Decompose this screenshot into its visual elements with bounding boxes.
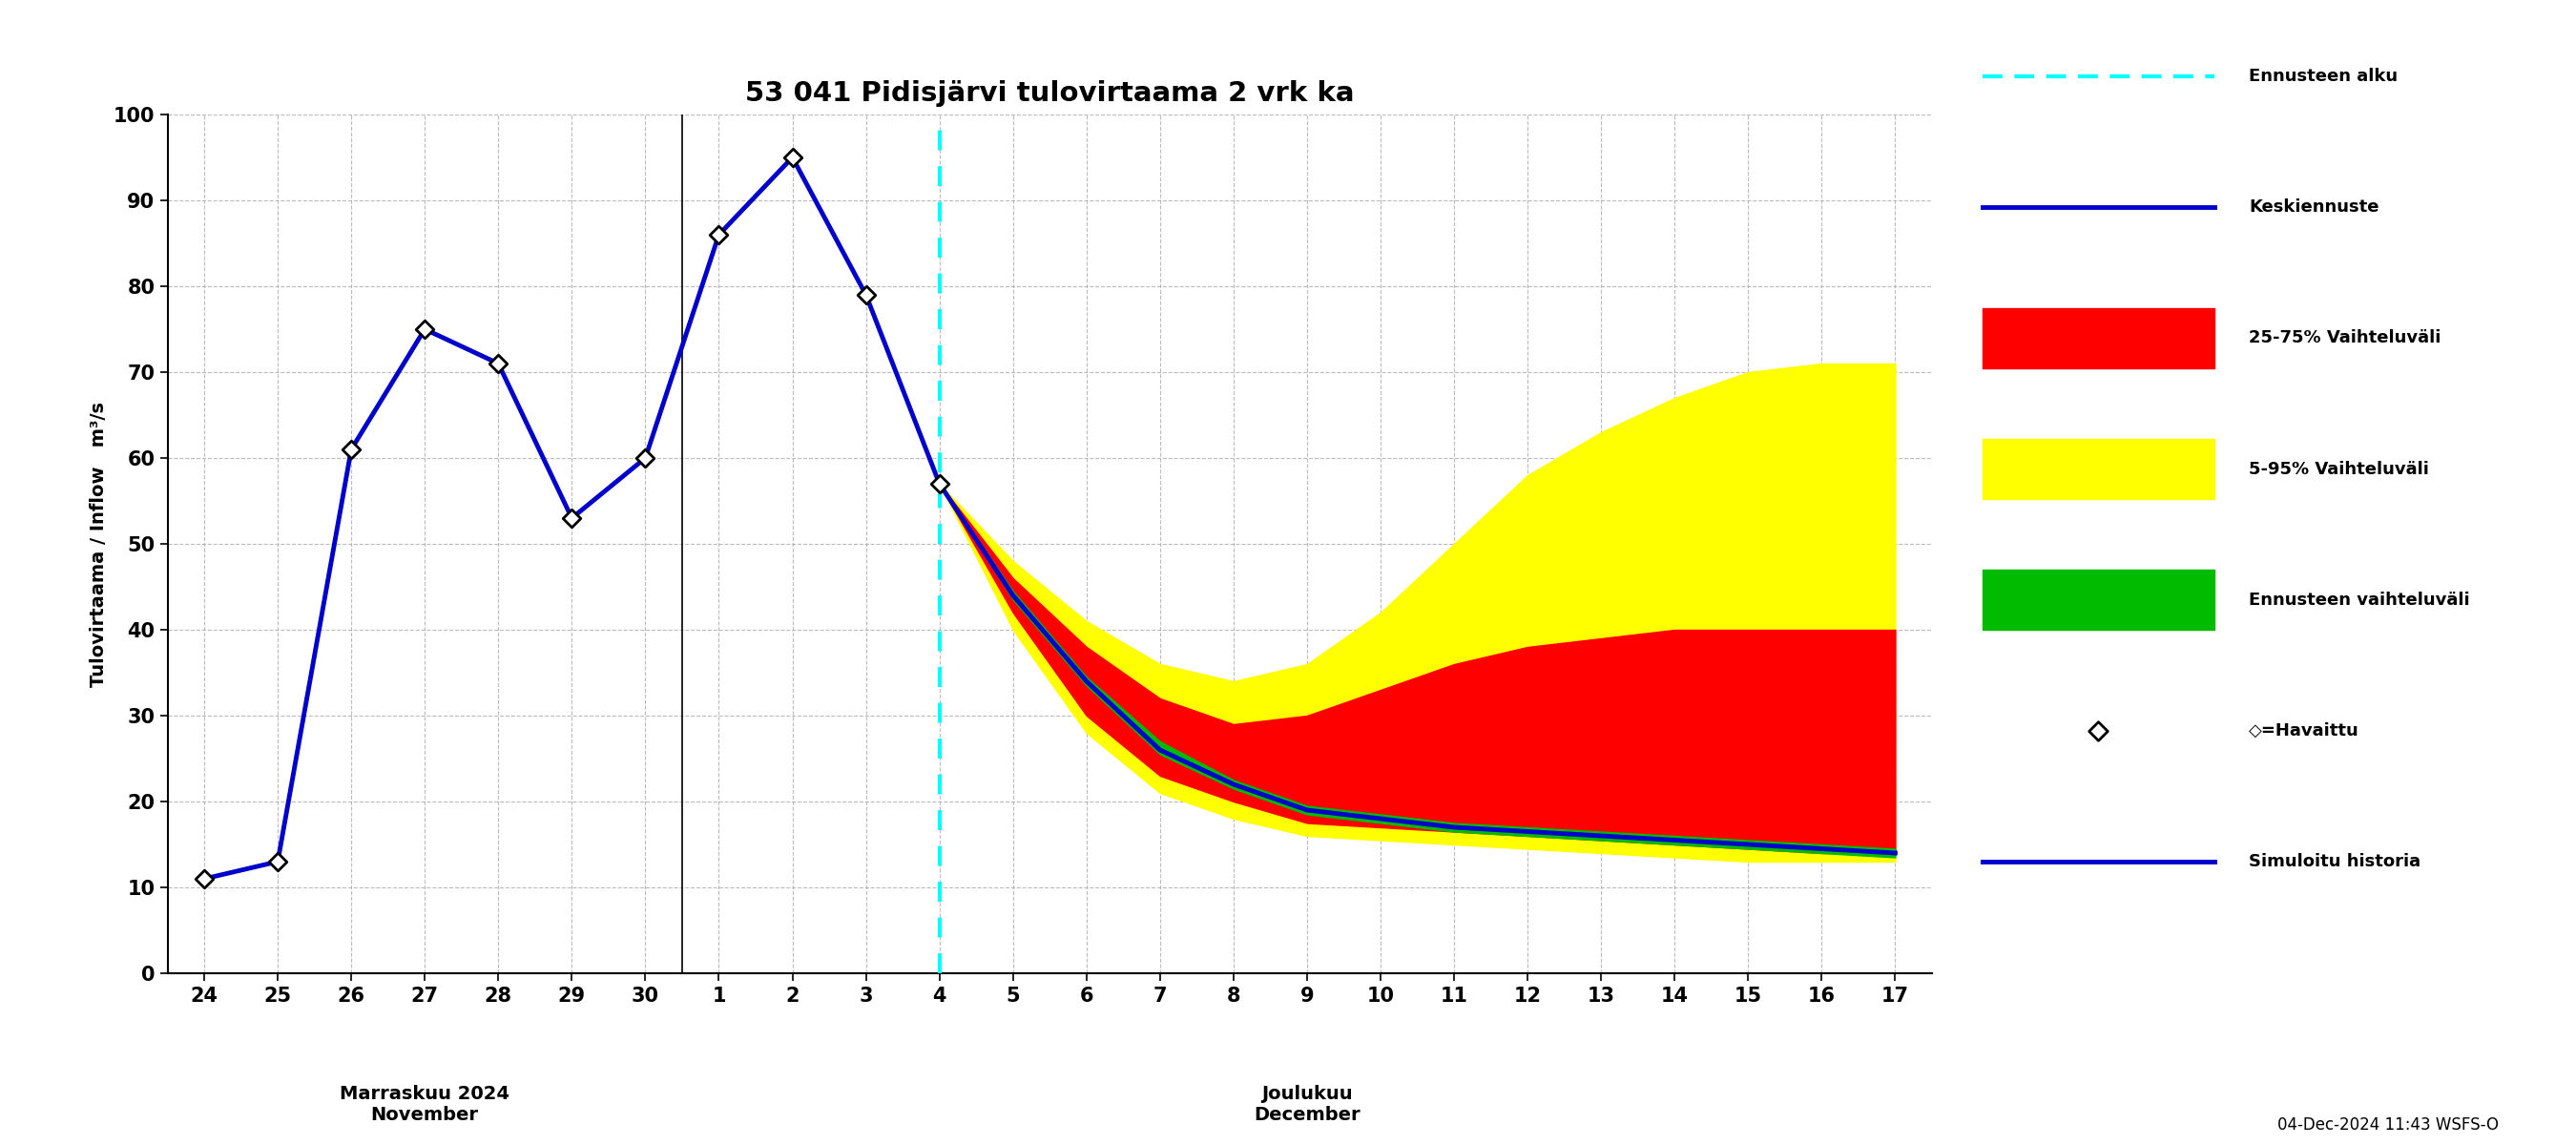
Y-axis label: Tulovirtaama / Inflow   m³/s: Tulovirtaama / Inflow m³/s (90, 401, 108, 687)
Text: Marraskuu 2024
November: Marraskuu 2024 November (340, 1085, 510, 1124)
Text: 04-Dec-2024 11:43 WSFS-O: 04-Dec-2024 11:43 WSFS-O (2277, 1116, 2499, 1134)
Text: ◇=Havaittu: ◇=Havaittu (2249, 722, 2360, 740)
Text: 25-75% Vaihteluväli: 25-75% Vaihteluväli (2249, 330, 2442, 347)
Point (773, 148, 814, 166)
Text: Joulukuu
December: Joulukuu December (1255, 1085, 1360, 1124)
Point (920, 474, 961, 492)
Bar (1984, 308, 2215, 369)
Text: Ennusteen alku: Ennusteen alku (2249, 68, 2398, 85)
Point (845, 285, 886, 303)
Text: 5-95% Vaihteluväli: 5-95% Vaihteluväli (2249, 460, 2429, 477)
Point (698, 226, 739, 244)
Text: Keskiennuste: Keskiennuste (2249, 198, 2380, 215)
Point (2076, 721, 2117, 740)
Point (477, 355, 518, 373)
Point (404, 319, 446, 339)
Bar (1984, 439, 2215, 499)
Point (551, 508, 592, 527)
Point (626, 449, 667, 467)
Point (183, 870, 224, 889)
Title: 53 041 Pidisjärvi tulovirtaama 2 vrk ka: 53 041 Pidisjärvi tulovirtaama 2 vrk ka (744, 80, 1355, 106)
Point (258, 852, 299, 870)
Text: Simuloitu historia: Simuloitu historia (2249, 853, 2421, 870)
Bar (1984, 570, 2215, 630)
Point (330, 440, 371, 458)
Text: Ennusteen vaihteluväli: Ennusteen vaihteluväli (2249, 591, 2470, 609)
